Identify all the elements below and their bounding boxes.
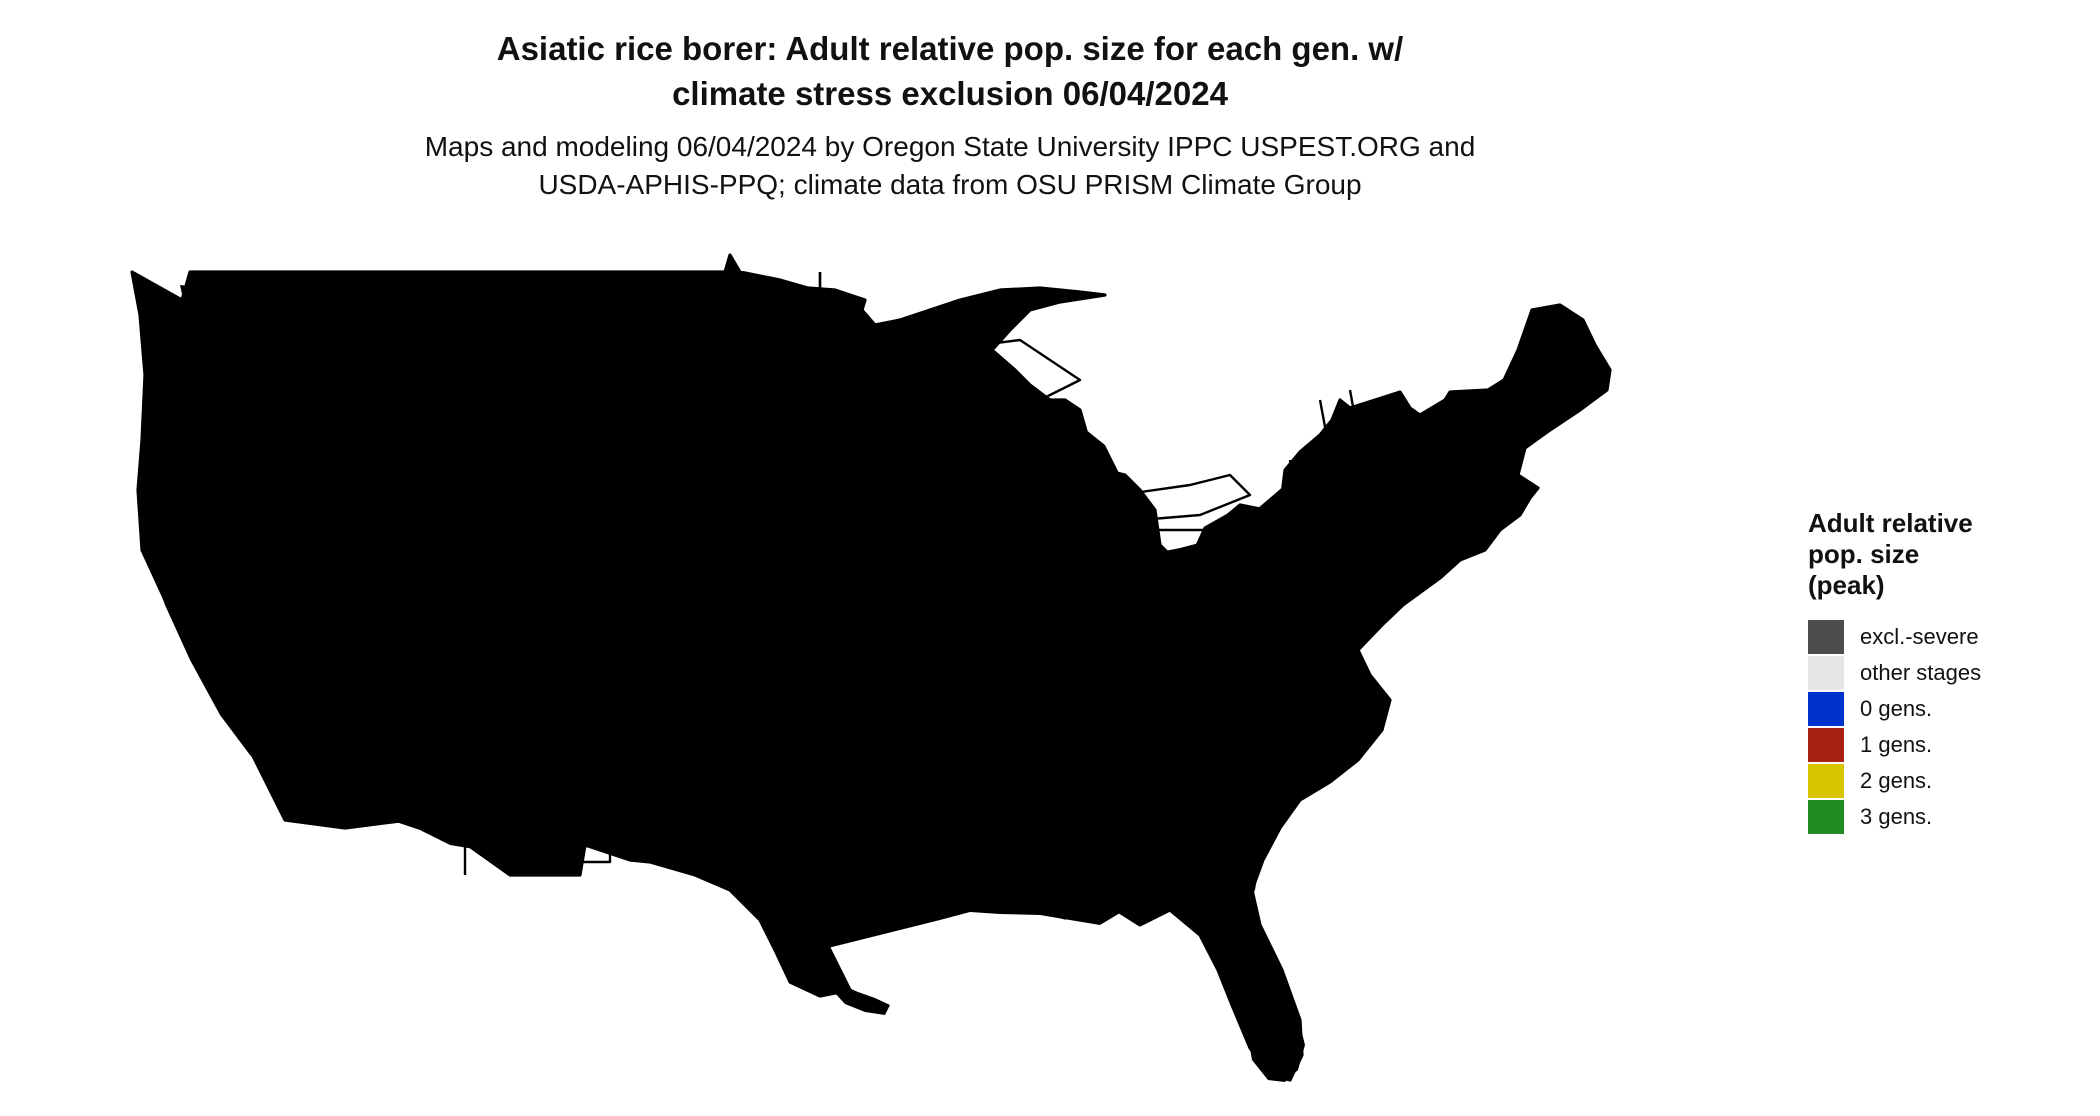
nd-sd-border bbox=[639, 363, 811, 372]
one-gen-zone bbox=[350, 680, 1270, 960]
zone-red-southwest-core bbox=[370, 730, 455, 825]
legend-swatch bbox=[1808, 800, 1844, 834]
two-gen-zone bbox=[832, 972, 1305, 1082]
new-england-borders bbox=[1288, 389, 1381, 532]
legend-swatch bbox=[1808, 728, 1844, 762]
wi-il-border bbox=[909, 399, 1000, 532]
legend-swatch bbox=[1808, 692, 1844, 726]
legend-label: 1 gens. bbox=[1860, 732, 1933, 757]
in-oh-border bbox=[1039, 530, 1062, 681]
us-map bbox=[130, 253, 1612, 1082]
legend-item-0-gens: 0 gens. bbox=[1808, 691, 2088, 727]
legend-swatch bbox=[1808, 764, 1844, 798]
wv-va-border bbox=[1129, 608, 1232, 692]
zone-light-blue-rockies bbox=[320, 490, 590, 840]
pa-ny-border bbox=[1130, 528, 1272, 582]
legend: Adult relative pop. size (peak) excl.-se… bbox=[1808, 508, 2088, 835]
subtitle-line-1: Maps and modeling 06/04/2024 by Oregon S… bbox=[424, 131, 1476, 162]
md-de-nj-border bbox=[1220, 588, 1297, 661]
map-title: Asiatic rice borer: Adult relative pop. … bbox=[0, 26, 1900, 116]
il-in-border bbox=[998, 530, 1012, 681]
title-line-2: climate stress exclusion 06/04/2024 bbox=[672, 75, 1228, 112]
legend-title-line-1: Adult relative bbox=[1808, 508, 1973, 538]
idaho-west-border bbox=[258, 272, 277, 501]
zero-gen-zone bbox=[140, 285, 1420, 840]
zone-mid-blue-colorado bbox=[470, 630, 700, 760]
legend-title: Adult relative pop. size (peak) bbox=[1808, 508, 2088, 601]
legend-swatch bbox=[1808, 620, 1844, 654]
zone-yellow-south-florida bbox=[1247, 1025, 1305, 1082]
ok-tx-border bbox=[608, 669, 877, 787]
nm-border bbox=[465, 668, 612, 864]
subtitle-line-2: USDA-APHIS-PPQ; climate data from OSU PR… bbox=[538, 169, 1362, 200]
legend-title-line-3: (peak) bbox=[1808, 570, 1885, 600]
zone-mid-blue-great-basin bbox=[220, 520, 480, 770]
nc-va-border bbox=[1119, 688, 1351, 742]
ia-mo-border bbox=[869, 596, 992, 681]
generation-zones bbox=[140, 285, 1420, 1082]
nv-ut-border bbox=[378, 500, 392, 691]
ga-sc-fl-border bbox=[1039, 773, 1201, 887]
legend-label: other stages bbox=[1860, 660, 1982, 685]
zone-light-blue-northwest bbox=[180, 285, 265, 360]
legend-item-other-stages: other stages bbox=[1808, 655, 2088, 691]
ca-nv-border bbox=[198, 500, 351, 741]
great-lakes-outline bbox=[938, 338, 1252, 532]
legend-swatch bbox=[1808, 656, 1844, 690]
legend-label: 0 gens. bbox=[1860, 696, 1933, 721]
state-borders bbox=[141, 271, 1381, 920]
title-line-1: Asiatic rice borer: Adult relative pop. … bbox=[496, 30, 1404, 67]
tx-la-border bbox=[873, 785, 892, 920]
zone-dark-blue-midwest bbox=[940, 550, 1270, 625]
legend-item-3-gens: 3 gens. bbox=[1808, 799, 2088, 835]
zone-mid-blue-michigan bbox=[1040, 425, 1120, 510]
idaho-montana-border bbox=[288, 271, 347, 381]
legend-label: excl.-severe bbox=[1860, 624, 1979, 649]
zone-yellow-south-texas bbox=[832, 972, 890, 1015]
legend-item-1-gens: 1 gens. bbox=[1808, 727, 2088, 763]
mo-ar-border bbox=[875, 668, 1002, 726]
mn-ia-border bbox=[818, 272, 1001, 564]
map-subtitle: Maps and modeling 06/04/2024 by Oregon S… bbox=[0, 128, 1900, 204]
montana-south-border bbox=[279, 358, 525, 387]
legend-item-2-gens: 2 gens. bbox=[1808, 763, 2088, 799]
wa-or-border bbox=[141, 350, 276, 367]
legend-label: 2 gens. bbox=[1860, 768, 1933, 793]
legend-label: 3 gens. bbox=[1860, 804, 1933, 829]
zone-red-southwest bbox=[350, 680, 500, 850]
legend-title-line-2: pop. size bbox=[1808, 539, 1920, 569]
legend-item-excl-severe: excl.-severe bbox=[1808, 619, 2088, 655]
